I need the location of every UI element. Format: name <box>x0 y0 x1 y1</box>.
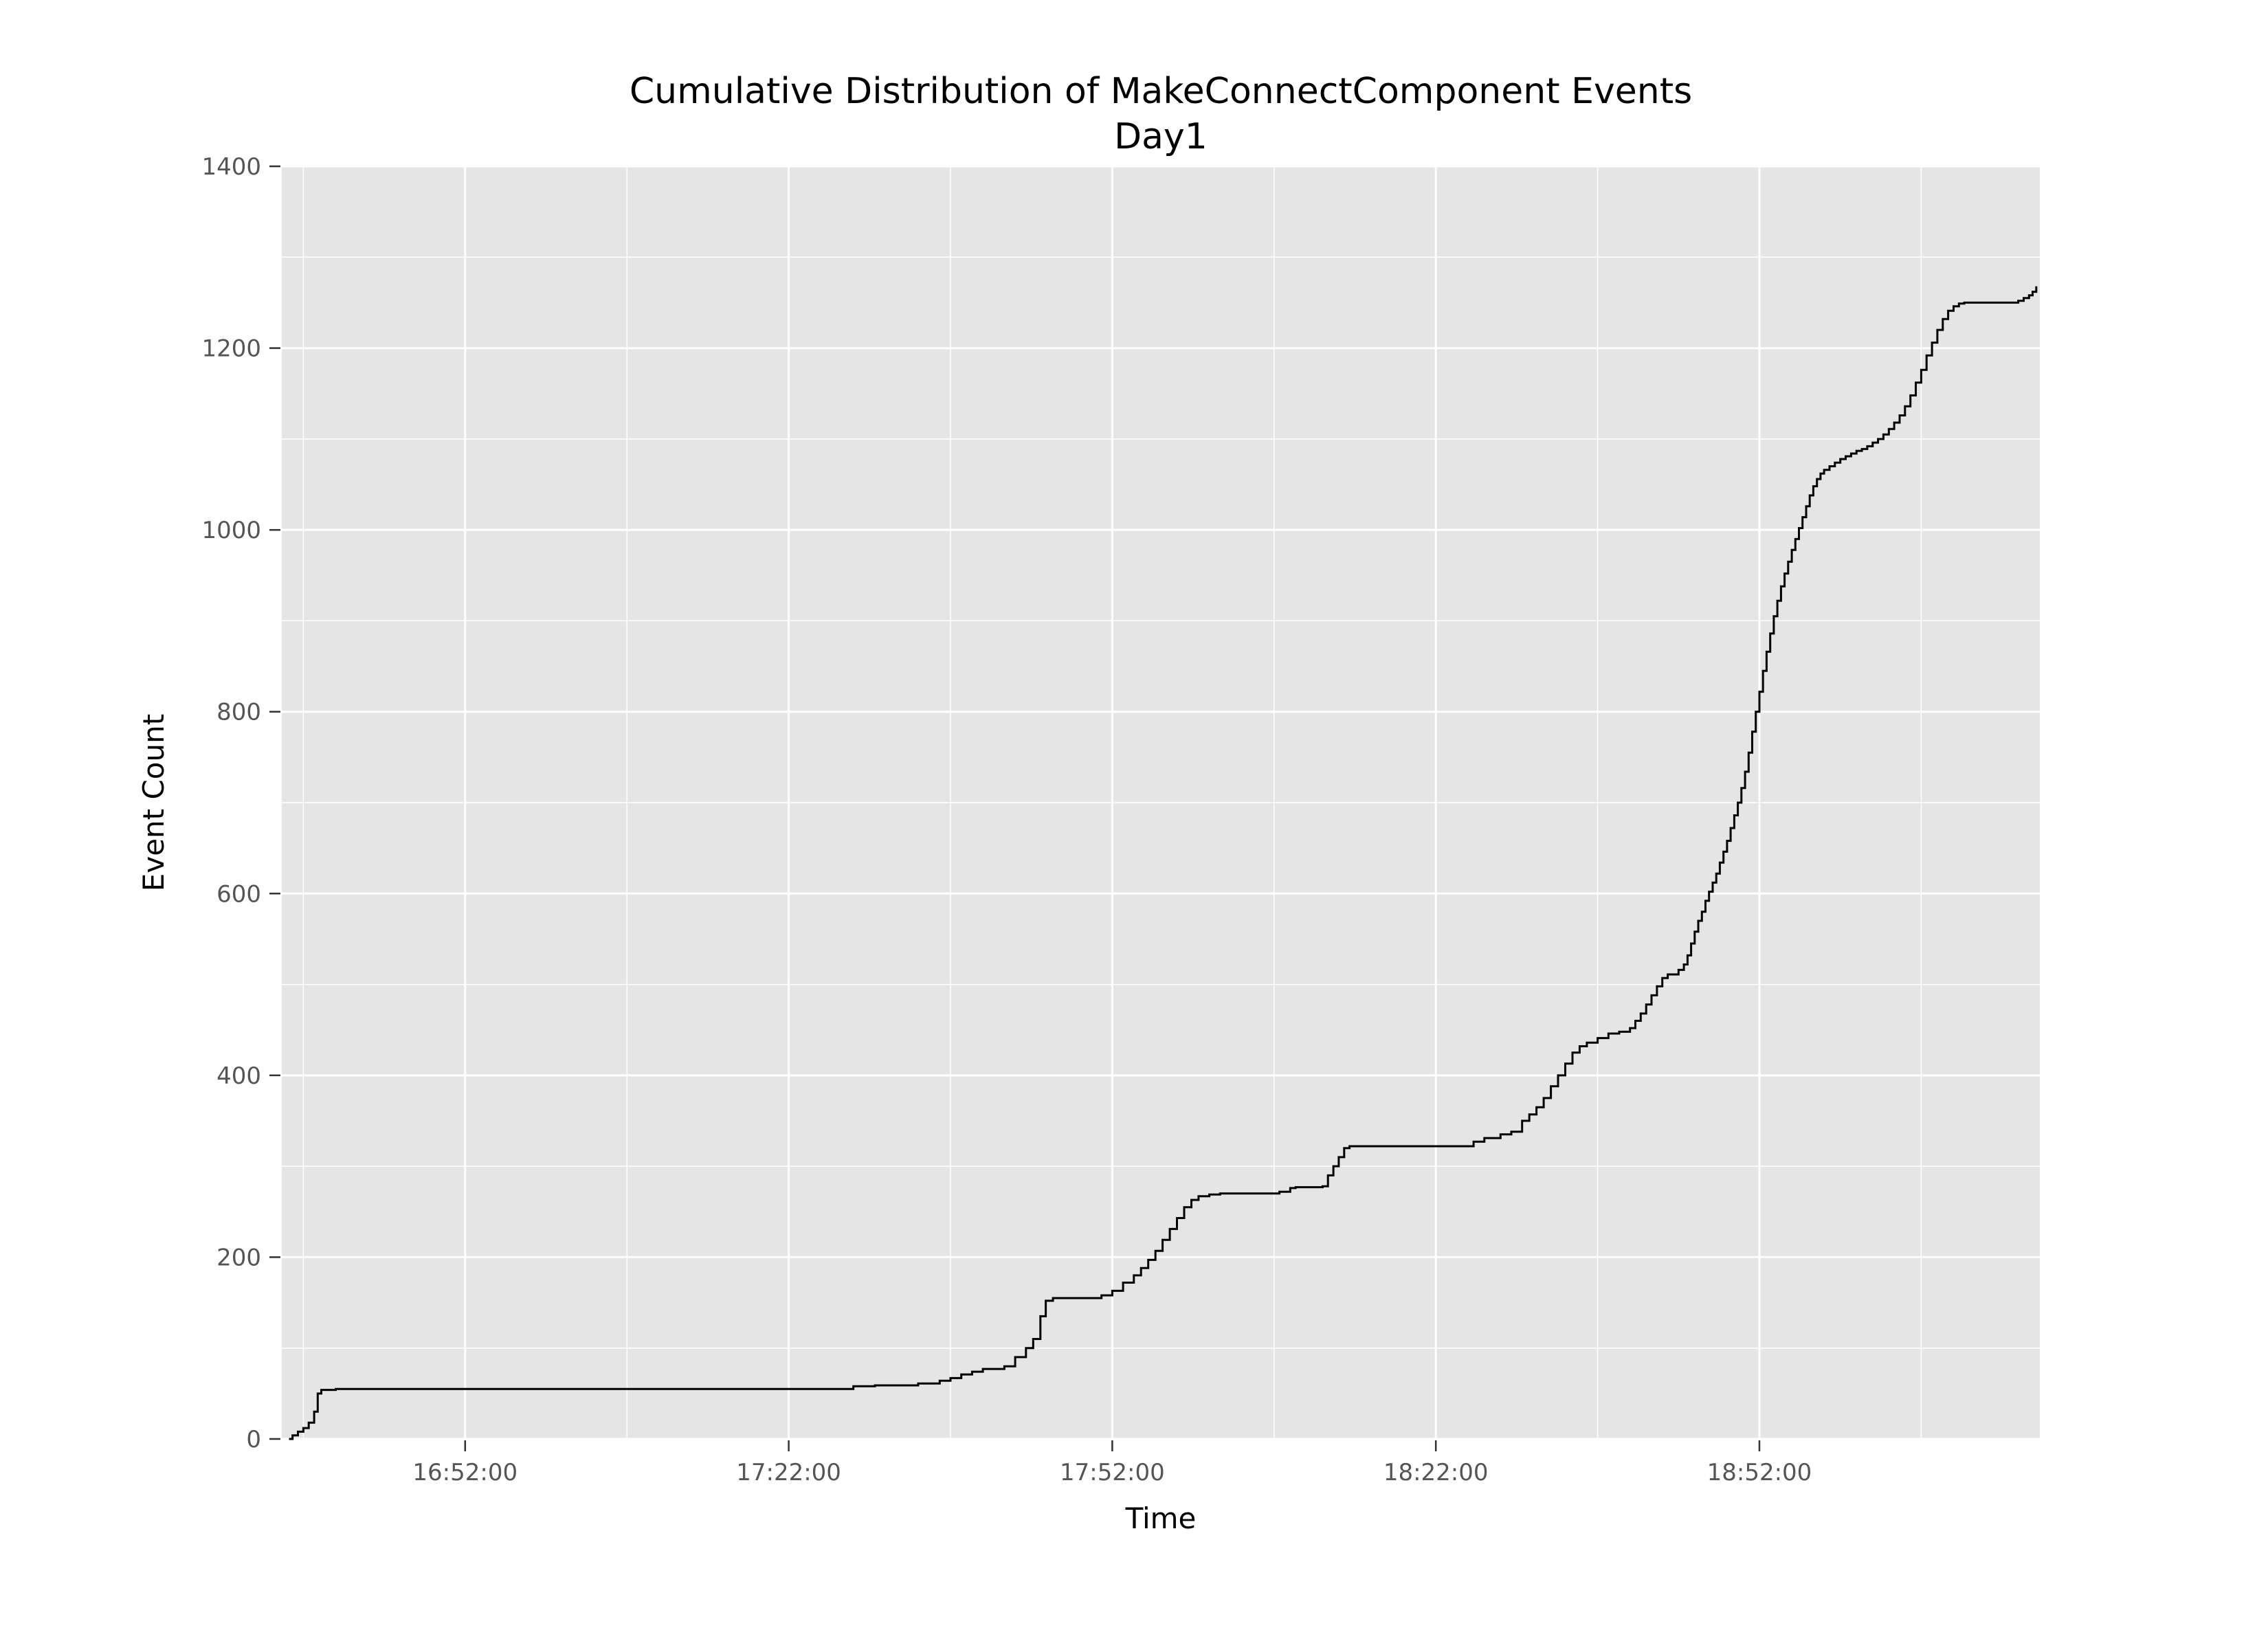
y-tick-label: 400 <box>216 1062 261 1090</box>
tick-labels: 0 200 400 600 800 1000 1200 1400 16:52:00 17:22:0… <box>201 153 1812 1486</box>
y-tick-label: 200 <box>216 1244 261 1271</box>
x-axis-label: Time <box>1125 1502 1197 1535</box>
x-tick-label: 18:52:00 <box>1707 1459 1812 1486</box>
gridlines-minor <box>282 166 2040 1439</box>
y-tick-label: 1400 <box>201 153 261 181</box>
chart-subtitle: Day1 <box>1114 116 1208 157</box>
y-axis-label: Event Count <box>137 714 170 891</box>
y-tick-label: 0 <box>246 1426 261 1453</box>
x-tick-label: 17:22:00 <box>736 1459 841 1486</box>
gridlines-major <box>282 165 2040 1440</box>
series-line <box>289 286 2038 1440</box>
y-tick-label: 1000 <box>201 517 261 544</box>
x-tick-label: 18:22:00 <box>1383 1459 1489 1486</box>
x-tick-label: 17:52:00 <box>1060 1459 1165 1486</box>
y-tick-label: 600 <box>216 880 261 908</box>
tick-marks <box>269 165 1761 1451</box>
y-tick-label: 800 <box>216 699 261 726</box>
x-tick-label: 16:52:00 <box>412 1459 518 1486</box>
chart-title: Cumulative Distribution of MakeConnectCo… <box>630 71 1692 112</box>
series-lines <box>289 286 2038 1440</box>
y-tick-label: 1200 <box>201 335 261 363</box>
